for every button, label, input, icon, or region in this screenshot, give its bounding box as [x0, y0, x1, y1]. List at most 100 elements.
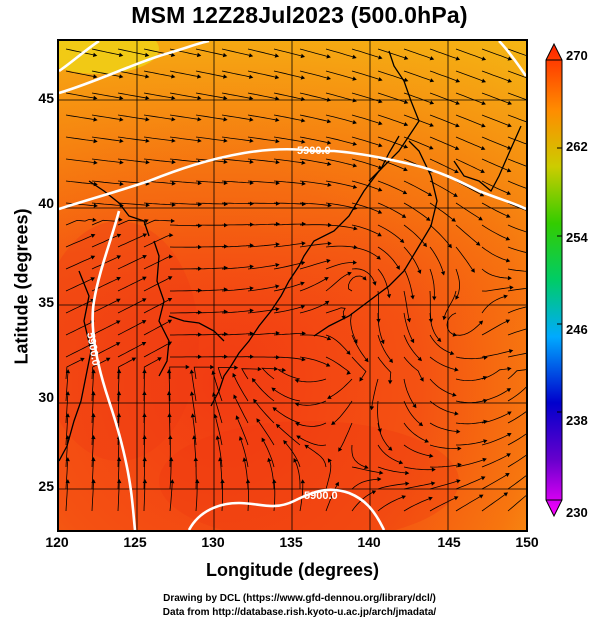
- streamline-arrowhead: [253, 398, 258, 404]
- streamline: [170, 290, 199, 292]
- streamline: [377, 466, 406, 474]
- streamline: [339, 422, 353, 449]
- streamline-arrowhead: [455, 56, 461, 61]
- streamline: [234, 376, 249, 402]
- streamline: [91, 438, 94, 468]
- contour-5900: [59, 41, 526, 530]
- streamline: [221, 136, 250, 142]
- streamline-arrowhead: [478, 494, 484, 499]
- streamline-arrowhead: [91, 457, 96, 462]
- streamline-arrowhead: [275, 331, 280, 336]
- streamline: [221, 202, 251, 205]
- streamline: [117, 321, 143, 336]
- streamline-arrowhead: [402, 190, 408, 195]
- streamline-arrowhead: [197, 310, 202, 315]
- streamline: [481, 246, 507, 261]
- streamline: [273, 158, 302, 164]
- streamline: [117, 114, 146, 120]
- streamline: [507, 268, 526, 272]
- streamline-arrowhead: [429, 145, 434, 150]
- streamline-arrowhead: [437, 337, 442, 342]
- streamline: [351, 268, 375, 282]
- streamline: [429, 158, 456, 172]
- streamline: [325, 334, 349, 353]
- map-plot-area[interactable]: 5900.0 5900.0 5900.0: [57, 39, 528, 532]
- streamline: [429, 480, 458, 490]
- streamline-arrowhead: [197, 181, 202, 186]
- streamline-arrowhead: [429, 122, 434, 127]
- streamline: [299, 202, 328, 206]
- x-tick-label: 140: [357, 534, 381, 550]
- streamline: [429, 70, 457, 81]
- streamline: [195, 70, 224, 77]
- streamline: [215, 417, 223, 446]
- streamline: [65, 257, 92, 270]
- streamline-arrowhead: [251, 378, 257, 383]
- streamline: [117, 70, 146, 77]
- streamline-arrowhead: [272, 407, 277, 412]
- streamline: [429, 48, 457, 59]
- streamline-arrowhead: [377, 477, 382, 482]
- streamline: [213, 395, 223, 424]
- streamline: [325, 180, 354, 188]
- streamline: [507, 352, 526, 358]
- streamline-arrowhead: [196, 52, 202, 58]
- colorbar-tick-label: 246: [566, 322, 588, 337]
- streamline: [234, 397, 249, 424]
- streamline: [429, 497, 456, 512]
- streamline-arrowhead: [507, 78, 512, 83]
- streamline-arrowhead: [275, 263, 280, 268]
- streamline-arrowhead: [482, 457, 487, 462]
- streamline: [481, 70, 509, 82]
- streamline: [195, 92, 224, 99]
- streamline: [455, 421, 484, 425]
- streamline-arrowhead: [454, 411, 459, 416]
- streamline-arrowhead: [457, 446, 462, 451]
- streamline: [273, 223, 303, 226]
- streamline-arrowhead: [223, 244, 228, 249]
- streamline-arrowhead: [480, 146, 486, 150]
- streamline-arrowhead: [364, 464, 369, 469]
- streamline: [170, 312, 199, 314]
- streamline-arrowhead: [167, 413, 172, 418]
- chart-title: MSM 12Z28Jul2023 (500.0hPa): [131, 2, 468, 28]
- streamline: [377, 400, 380, 429]
- streamline: [325, 273, 349, 292]
- streamline: [273, 48, 302, 57]
- streamline: [117, 256, 144, 270]
- streamline-arrowhead: [327, 395, 332, 399]
- streamline: [481, 202, 508, 217]
- streamline: [169, 158, 198, 163]
- streamline-arrowhead: [326, 336, 332, 341]
- streamline: [403, 268, 413, 296]
- streamline: [273, 114, 302, 121]
- streamline-arrowhead: [171, 202, 176, 207]
- streamline: [221, 70, 250, 78]
- streamline-arrowhead: [170, 52, 176, 57]
- streamline: [325, 202, 354, 209]
- y-tick-label: 40: [38, 195, 54, 211]
- streamline: [195, 311, 225, 314]
- streamline: [117, 299, 144, 314]
- streamline: [507, 369, 526, 380]
- streamline-arrowhead: [142, 479, 148, 484]
- streamline: [169, 114, 198, 120]
- streamline: [481, 180, 508, 194]
- streamline-arrowhead: [479, 192, 485, 197]
- streamline: [429, 224, 450, 246]
- streamline-arrowhead: [170, 218, 175, 224]
- streamline-arrowhead: [92, 52, 98, 57]
- streamline: [143, 234, 170, 248]
- streamline: [325, 158, 354, 166]
- streamline: [91, 92, 120, 99]
- streamline: [221, 180, 250, 184]
- streamline-arrowhead: [422, 242, 427, 248]
- streamline-arrowhead: [142, 276, 147, 281]
- streamline: [117, 482, 120, 512]
- streamline: [377, 70, 405, 81]
- streamline: [481, 224, 507, 239]
- streamline-arrowhead: [431, 481, 436, 486]
- streamline: [143, 299, 169, 314]
- streamline: [455, 202, 480, 219]
- streamline-arrowhead: [301, 160, 306, 165]
